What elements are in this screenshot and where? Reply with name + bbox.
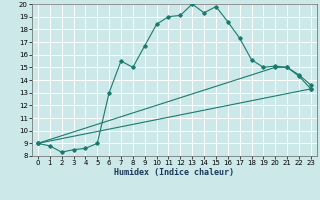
X-axis label: Humidex (Indice chaleur): Humidex (Indice chaleur) — [115, 168, 234, 177]
